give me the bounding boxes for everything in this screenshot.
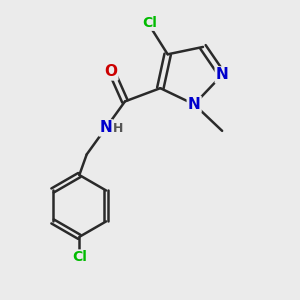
Text: Cl: Cl — [72, 250, 87, 265]
Text: N: N — [100, 120, 112, 135]
Text: H: H — [113, 122, 123, 135]
Text: N: N — [216, 68, 229, 82]
Text: N: N — [188, 97, 200, 112]
Text: Cl: Cl — [142, 16, 158, 30]
Text: O: O — [104, 64, 117, 80]
